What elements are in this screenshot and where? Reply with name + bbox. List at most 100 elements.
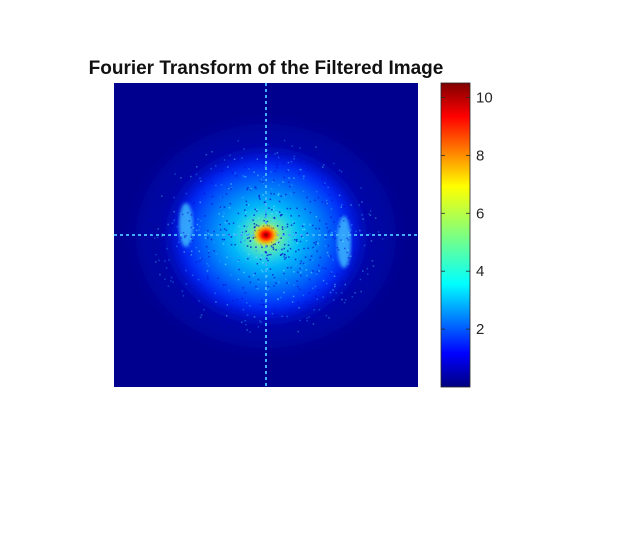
speckle-dot: [215, 184, 217, 187]
speckle-dot: [292, 221, 295, 223]
speckle-dot: [252, 266, 254, 268]
speckle-dot: [213, 250, 215, 252]
speckle-dot: [308, 303, 310, 306]
speckle-dot: [360, 240, 362, 242]
speckle-dot: [244, 175, 247, 178]
speckle-dot: [228, 167, 231, 169]
speckle-dot: [257, 158, 259, 161]
speckle-dot: [250, 241, 252, 243]
speckle-dot: [175, 247, 178, 250]
speckle-dot: [272, 181, 274, 183]
speckle-dot: [291, 239, 294, 241]
speckle-dot: [303, 223, 305, 225]
speckle-dot: [327, 186, 329, 189]
speckle-dot: [242, 196, 245, 198]
speckle-dot: [268, 207, 270, 209]
speckle-dot: [363, 243, 365, 246]
speckle-dot: [337, 249, 340, 251]
speckle-dot: [207, 237, 209, 239]
speckle-dot: [325, 314, 328, 317]
speckle-dot: [300, 271, 302, 274]
speckle-dot: [262, 304, 265, 306]
speckle-dot: [284, 327, 286, 329]
speckle-dot: [252, 219, 254, 221]
speckle-dot: [265, 161, 268, 163]
speckle-dot: [224, 284, 227, 286]
speckle-dot: [149, 230, 151, 232]
speckle-dot: [254, 186, 256, 188]
speckle-dot: [362, 211, 365, 214]
speckle-dot: [334, 237, 336, 240]
speckle-dot: [196, 166, 198, 168]
speckle-dot: [157, 228, 159, 230]
speckle-dot: [256, 210, 258, 212]
speckle-dot: [261, 310, 263, 312]
speckle-dot: [155, 261, 157, 263]
speckle-dot: [324, 236, 327, 239]
speckle-dot: [300, 260, 302, 262]
speckle-dot: [256, 246, 258, 248]
speckle-dot: [295, 232, 297, 234]
speckle-dot: [293, 271, 295, 273]
speckle-dot: [228, 207, 231, 209]
speckle-dot: [226, 220, 228, 222]
speckle-dot: [268, 288, 270, 290]
speckle-dot: [370, 210, 372, 212]
speckle-dot: [343, 301, 346, 304]
speckle-dot: [283, 139, 286, 142]
speckle-dot: [363, 241, 365, 244]
speckle-dot: [249, 185, 251, 187]
speckle-dot: [329, 171, 331, 173]
colorbar-tick-label: 10: [476, 89, 493, 106]
speckle-dot: [167, 285, 170, 287]
speckle-dot: [193, 291, 195, 294]
speckle-dot: [358, 204, 360, 206]
speckle-dot: [262, 182, 265, 185]
speckle-dot: [195, 173, 198, 176]
speckle-dot: [291, 253, 294, 256]
speckle-dot: [286, 207, 289, 210]
speckle-dot: [284, 143, 286, 146]
speckle-dot: [154, 237, 156, 239]
speckle-dot: [272, 246, 274, 249]
speckle-dot: [283, 247, 285, 250]
speckle-dot: [350, 255, 352, 257]
speckle-dot: [258, 196, 260, 198]
speckle-dot: [236, 251, 238, 253]
speckle-dot: [241, 297, 243, 300]
speckle-dot: [265, 213, 267, 216]
speckle-dot: [164, 257, 166, 260]
speckle-dot: [351, 289, 353, 291]
speckle-dot: [161, 233, 163, 236]
speckle-dot: [333, 162, 335, 165]
speckle-dot: [380, 249, 382, 252]
speckle-dot: [226, 256, 228, 259]
speckle-dot: [294, 258, 297, 261]
speckle-dot: [314, 285, 317, 288]
speckle-dot: [273, 314, 276, 317]
speckle-dot: [259, 303, 262, 306]
speckle-dot: [313, 248, 315, 250]
speckle-dot: [213, 230, 215, 233]
speckle-dot: [293, 155, 296, 158]
speckle-dot: [185, 283, 188, 285]
speckle-dot: [255, 224, 258, 226]
speckle-dot: [283, 252, 286, 254]
speckle-dot: [203, 293, 205, 295]
speckle-dot: [171, 224, 173, 227]
speckle-dot: [247, 187, 249, 189]
speckle-dot: [237, 159, 239, 161]
speckle-dot: [255, 285, 257, 288]
speckle-dot: [232, 257, 235, 259]
speckle-dot: [183, 251, 185, 253]
speckle-dot: [223, 228, 226, 230]
speckle-dot: [261, 300, 263, 302]
speckle-dot: [188, 285, 190, 287]
speckle-dot: [286, 254, 288, 257]
speckle-dot: [327, 231, 330, 233]
speckle-dot: [284, 139, 287, 141]
speckle-dot: [351, 296, 354, 298]
speckle-dot: [296, 280, 298, 282]
speckle-dot: [193, 294, 196, 296]
